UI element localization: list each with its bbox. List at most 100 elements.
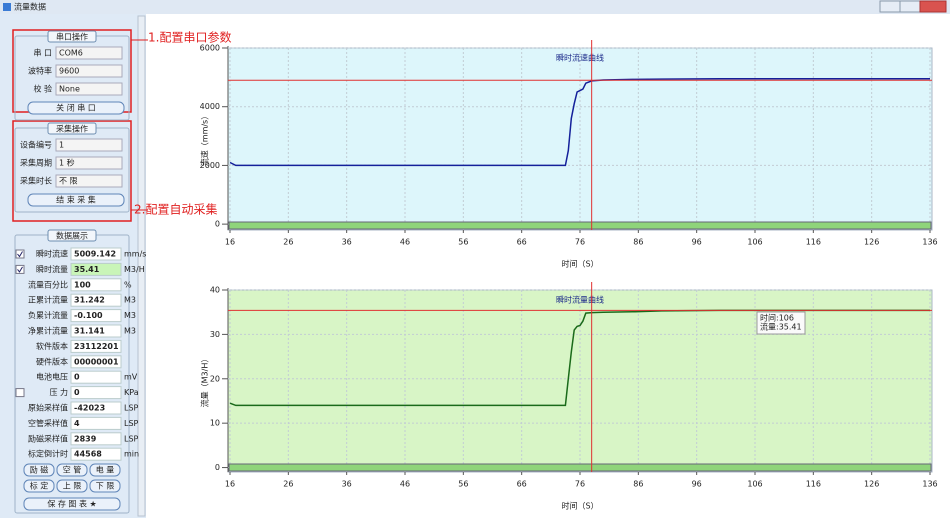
button[interactable] [56, 479, 88, 493]
x-tick-label: 86 [633, 480, 643, 489]
button-label: 上 限 [63, 482, 82, 491]
field-label: 采集周期 [20, 158, 52, 168]
x-tick-label: 136 [922, 480, 937, 489]
row-label: 瞬时流量 [36, 264, 68, 274]
row-unit: M3 [124, 327, 136, 336]
field-value: 9600 [59, 67, 79, 76]
row-value: -42023 [74, 404, 105, 413]
window-title: 流量数据 [14, 2, 46, 12]
x-tick-label: 106 [747, 238, 762, 247]
plot-area [227, 289, 933, 473]
x-tick-label: 46 [400, 480, 410, 489]
y-tick-label: 6000 [200, 44, 220, 53]
checkbox[interactable] [15, 388, 25, 398]
row-unit: LSP [124, 434, 139, 443]
left-scrollbar[interactable] [137, 15, 146, 517]
minimize-button[interactable] [879, 0, 901, 13]
x-tick-label: 16 [225, 480, 235, 489]
x-tick-label: 86 [633, 238, 643, 247]
checkmark [17, 266, 23, 273]
button[interactable] [89, 479, 121, 493]
row-value: 2839 [74, 434, 97, 443]
value-box [70, 278, 122, 292]
y-axis-label: 流速（mm/s） [200, 112, 210, 166]
x-tick-label: 56 [458, 480, 468, 489]
tooltip-text: 时间:106 [760, 313, 794, 323]
annotation: 2.配置自动采集 [134, 202, 217, 217]
button[interactable] [89, 463, 121, 477]
field-value: 1 [59, 141, 64, 150]
y-tick-label: 10 [210, 419, 220, 428]
checkmark [17, 251, 23, 258]
dropdown[interactable] [55, 46, 123, 60]
x-tick-label: 96 [692, 480, 702, 489]
x-tick-label: 26 [283, 480, 293, 489]
row-label: 负累计流量 [28, 310, 68, 320]
close-button[interactable] [919, 0, 947, 13]
maximize-button[interactable] [899, 0, 921, 13]
button[interactable] [27, 193, 125, 207]
chart-title: 瞬时流速曲线 [556, 53, 604, 63]
value-box [70, 309, 122, 323]
highlight-box [12, 120, 132, 222]
x-tick-label: 96 [692, 238, 702, 247]
y-tick-label: 4000 [200, 102, 220, 111]
field-value: COM6 [59, 49, 83, 58]
group-title: 串口操作 [56, 32, 88, 42]
value-box [70, 386, 122, 400]
h-scrollbar[interactable] [228, 463, 932, 472]
x-tick-label: 116 [806, 238, 821, 247]
checkbox[interactable] [15, 264, 25, 274]
row-label: 瞬时流速 [36, 249, 68, 259]
x-tick-label: 66 [517, 480, 527, 489]
field-label: 校 验 [33, 84, 52, 94]
chart-title: 瞬时流量曲线 [556, 295, 604, 305]
button-label: 励 磁 [30, 465, 49, 475]
group-title-bg [47, 122, 97, 135]
row-value: -0.100 [74, 311, 103, 320]
value-box [70, 324, 122, 338]
row-value: 31.141 [74, 327, 105, 336]
button[interactable] [23, 497, 121, 511]
h-scrollbar[interactable] [228, 221, 932, 230]
value-box [70, 432, 122, 446]
x-tick-label: 36 [342, 480, 352, 489]
button[interactable] [23, 479, 55, 493]
row-unit: mV [124, 373, 138, 382]
checkbox[interactable] [15, 249, 25, 259]
annotation: 1.配置串口参数 [148, 30, 231, 45]
x-tick-label: 36 [342, 238, 352, 247]
title-bar [0, 0, 950, 14]
button[interactable] [56, 463, 88, 477]
button[interactable] [27, 101, 125, 115]
row-value: 4 [74, 419, 80, 428]
dropdown[interactable] [55, 156, 123, 170]
row-value: 44568 [74, 450, 102, 459]
row-value: 00000001 [74, 357, 119, 366]
dropdown[interactable] [55, 174, 123, 188]
value-box [70, 339, 122, 353]
field-value: 1 秒 [59, 158, 75, 168]
dropdown[interactable] [55, 82, 123, 96]
y-tick-label: 2000 [200, 161, 220, 170]
row-value: 31.242 [74, 296, 105, 305]
row-value: 0 [74, 373, 80, 382]
button-label: 下 限 [96, 482, 115, 491]
dropdown[interactable] [55, 138, 123, 152]
button[interactable] [23, 463, 55, 477]
y-tick-label: 20 [210, 374, 220, 383]
button-label: 保 存 图 表 ★ [47, 499, 96, 509]
row-unit: M3/H [124, 265, 145, 274]
field-label: 设备编号 [20, 140, 52, 150]
button-label: 空 管 [63, 465, 82, 475]
field-label: 波特率 [28, 66, 52, 76]
x-tick-label: 46 [400, 238, 410, 247]
row-unit: % [124, 280, 132, 289]
group-title-bg [47, 229, 97, 242]
row-label: 电池电压 [36, 372, 68, 382]
row-label: 正累计流量 [28, 295, 68, 305]
dropdown[interactable] [55, 64, 123, 78]
x-tick-label: 76 [575, 238, 585, 247]
row-value: 100 [74, 280, 91, 289]
